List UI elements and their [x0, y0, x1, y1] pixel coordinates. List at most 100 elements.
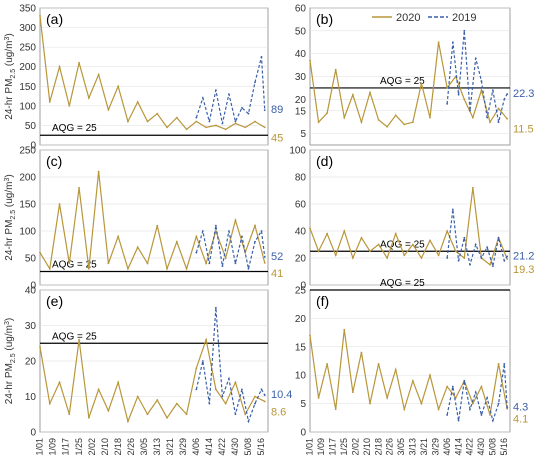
- data-point-2020: [471, 402, 474, 405]
- data-point-2020: [58, 65, 61, 68]
- data-point-2020: [377, 118, 380, 121]
- y-tick-label: 250: [19, 146, 36, 157]
- data-point-2020: [97, 170, 100, 173]
- y-tick-label: 0: [30, 141, 36, 152]
- y-tick-label: 150: [19, 82, 36, 93]
- x-tick-label: 1/25: [74, 438, 84, 456]
- data-point-2020: [309, 59, 311, 62]
- y-tick-label: 5: [300, 399, 306, 410]
- data-point-2020: [136, 395, 139, 398]
- y-tick-label: 40: [25, 286, 37, 297]
- x-tick-label: 2/18: [113, 438, 123, 456]
- data-point-2020: [78, 186, 80, 189]
- data-point-2020: [185, 128, 188, 131]
- data-point-2019: [474, 391, 477, 394]
- data-point-2019: [260, 56, 263, 58]
- data-point-2020: [446, 87, 449, 89]
- end-label-2019: 89: [271, 104, 283, 116]
- x-tick-label: 4/30: [230, 438, 240, 456]
- data-point-2020: [263, 261, 266, 264]
- series-line-2020: [39, 337, 266, 424]
- data-point-2019: [463, 29, 466, 32]
- y-tick-label: 0: [300, 428, 306, 439]
- y-tick-label: 15: [295, 342, 307, 353]
- y-tick-label: 60: [295, 4, 307, 15]
- data-point-2019: [491, 89, 494, 92]
- y-tick-label: 10: [25, 392, 37, 403]
- data-point-2020: [97, 73, 100, 76]
- x-tick-label: 5/16: [499, 438, 509, 456]
- data-point-2020: [234, 122, 237, 125]
- data-point-2020: [446, 385, 449, 388]
- data-point-2019: [247, 420, 250, 423]
- data-point-2020: [369, 91, 371, 94]
- data-point-2019: [497, 402, 500, 405]
- data-point-2020: [411, 121, 414, 124]
- data-point-2020: [463, 257, 466, 259]
- data-point-2020: [107, 108, 110, 111]
- x-tick-label: 4/06: [191, 438, 201, 456]
- series-line-2019: [446, 363, 508, 423]
- data-point-2020: [334, 408, 337, 411]
- data-point-2020: [263, 126, 266, 129]
- data-point-2019: [263, 256, 266, 258]
- data-point-2020: [107, 262, 110, 265]
- data-point-2020: [263, 400, 266, 403]
- y-tick-label: 150: [19, 200, 36, 211]
- y-tick-label: 20: [25, 357, 37, 368]
- data-point-2020: [506, 258, 509, 260]
- data-point-2019: [491, 419, 494, 422]
- aqg-label: AQG = 25: [52, 260, 97, 271]
- data-point-2019: [457, 93, 460, 96]
- data-point-2019: [221, 265, 224, 267]
- data-point-2020: [326, 362, 329, 365]
- x-tick-label: 1/25: [339, 438, 349, 456]
- data-point-2020: [254, 224, 256, 227]
- data-point-2020: [117, 235, 120, 238]
- data-point-2020: [205, 338, 208, 341]
- data-point-2020: [386, 257, 389, 259]
- x-tick-label: 4/22: [465, 438, 475, 456]
- data-point-2020: [463, 98, 466, 101]
- data-point-2020: [489, 121, 491, 124]
- data-point-2019: [241, 106, 243, 109]
- data-point-2020: [454, 250, 457, 253]
- data-point-2020: [146, 413, 149, 416]
- data-point-2019: [463, 379, 466, 382]
- end-label-2019: 22.3: [513, 88, 534, 100]
- series-line-2019: [446, 30, 508, 123]
- series-line-2019: [446, 209, 508, 267]
- data-point-2019: [446, 103, 449, 105]
- data-point-2020: [437, 254, 440, 257]
- y-tick-label: 5: [300, 129, 306, 140]
- x-tick-label: 5/16: [256, 438, 266, 456]
- data-point-2020: [326, 232, 329, 235]
- aqg-label: AQG = 25: [52, 331, 97, 342]
- data-point-2020: [343, 230, 346, 232]
- y-tick-label: 50: [25, 254, 37, 265]
- x-tick-label: 2/02: [87, 438, 97, 456]
- data-point-2020: [471, 186, 474, 189]
- data-point-2020: [420, 82, 423, 85]
- panel-0: 0 50 100 150 200 250 300 350 AQG = 25 89 45 (a) 24-h…: [4, 4, 283, 152]
- y-tick-label: 0: [300, 281, 306, 292]
- data-point-2020: [334, 68, 337, 71]
- data-point-2020: [403, 123, 406, 126]
- data-point-2019: [451, 208, 454, 211]
- legend-2020-label: 2020: [396, 12, 420, 24]
- data-point-2019: [201, 97, 204, 99]
- data-point-2020: [386, 125, 389, 128]
- data-point-2019: [221, 395, 224, 398]
- data-point-2020: [166, 416, 168, 419]
- end-label-2019: 52: [271, 251, 283, 263]
- data-point-2020: [175, 402, 178, 405]
- data-point-2019: [201, 360, 204, 362]
- series-line-2020: [309, 187, 508, 266]
- data-point-2020: [446, 230, 449, 232]
- x-tick-label: 3/21: [165, 438, 175, 456]
- data-point-2020: [360, 351, 363, 354]
- y-tick-label: 100: [19, 101, 36, 112]
- x-tick-label: 2/02: [350, 438, 360, 456]
- data-point-2019: [201, 230, 204, 232]
